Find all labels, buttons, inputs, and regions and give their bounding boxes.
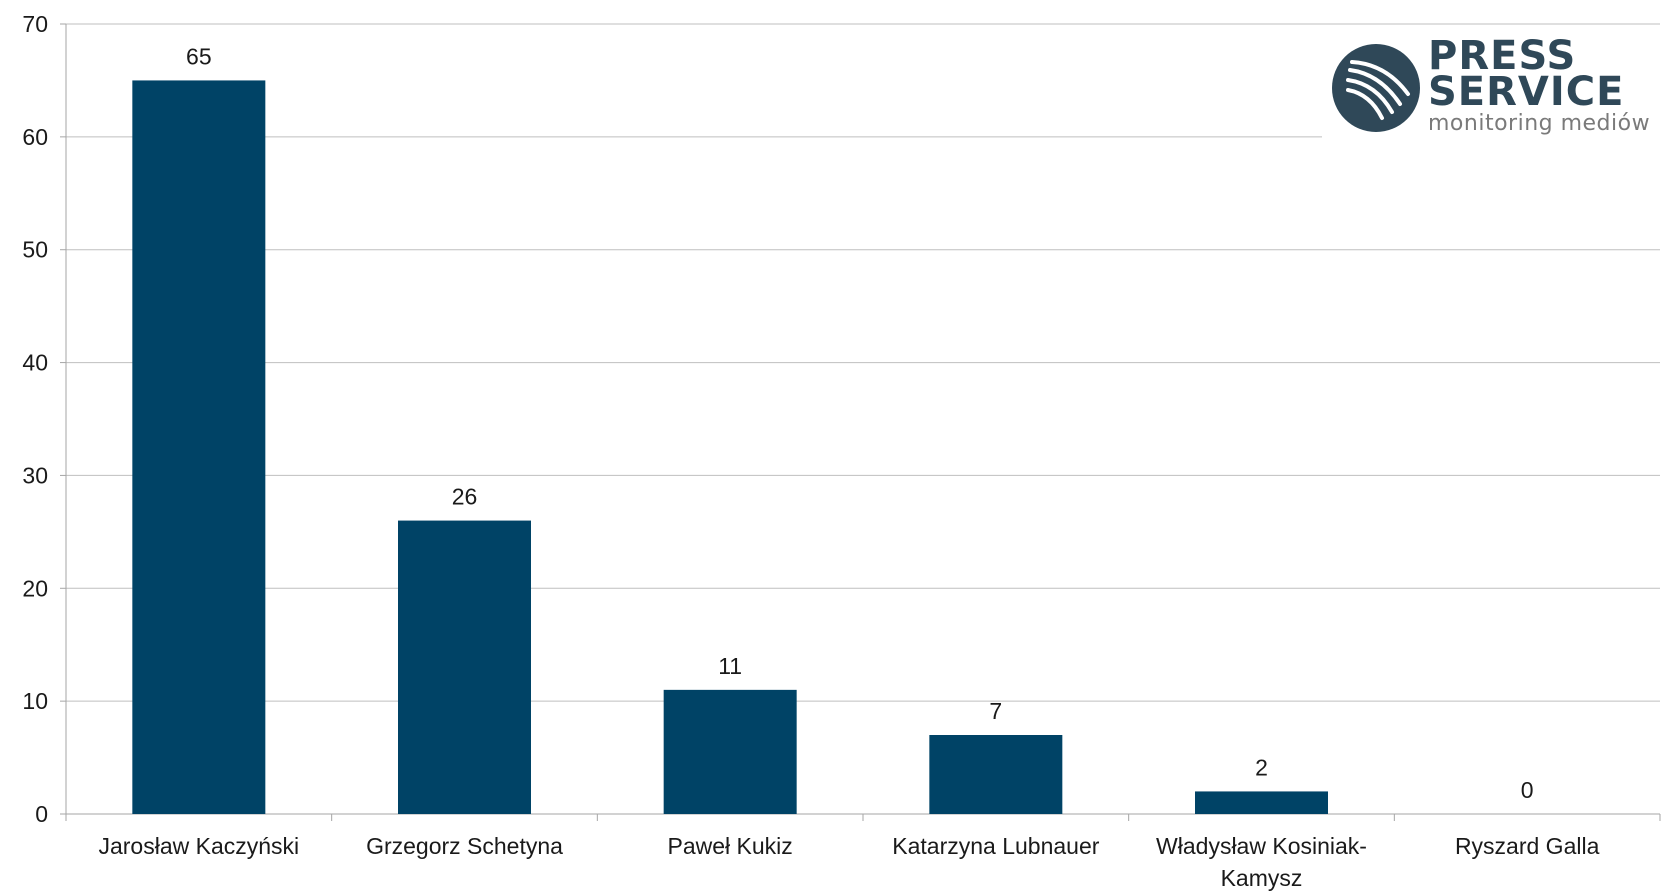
logo-press-text: PRESS xyxy=(1428,33,1577,79)
y-tick-label: 30 xyxy=(22,462,48,488)
y-tick-label: 50 xyxy=(22,237,48,263)
category-label: Kamysz xyxy=(1221,865,1303,891)
data-label: 2 xyxy=(1255,754,1268,780)
data-label: 65 xyxy=(186,43,212,69)
bar xyxy=(1195,791,1328,814)
logo-subtitle-text: monitoring mediów xyxy=(1428,111,1651,136)
y-tick-label: 0 xyxy=(35,801,48,827)
logo-wordmark: PRESS SERVICE monitoring mediów xyxy=(1428,33,1672,138)
category-label: Grzegorz Schetyna xyxy=(366,833,563,859)
y-tick-label: 70 xyxy=(22,11,48,37)
category-label: Ryszard Galla xyxy=(1455,833,1600,859)
bar xyxy=(132,80,266,814)
category-label: Katarzyna Lubnauer xyxy=(892,833,1099,859)
logo-service-text: SERVICE xyxy=(1428,69,1625,115)
y-tick-label: 60 xyxy=(22,124,48,150)
press-service-logo: PRESS SERVICE monitoring mediów xyxy=(1322,33,1672,140)
y-tick-label: 20 xyxy=(22,575,48,601)
y-tick-label: 10 xyxy=(22,688,48,714)
data-label: 26 xyxy=(452,484,478,510)
bar xyxy=(663,689,797,814)
category-label: Paweł Kukiz xyxy=(668,833,793,859)
data-label: 7 xyxy=(989,698,1002,724)
y-tick-label: 40 xyxy=(22,350,48,376)
bar xyxy=(929,735,1063,814)
data-label: 11 xyxy=(718,653,742,679)
bar xyxy=(398,520,531,814)
category-label: Jarosław Kaczyński xyxy=(98,833,299,859)
category-label: Władysław Kosiniak- xyxy=(1156,833,1367,859)
press-service-logo-icon xyxy=(1332,44,1420,132)
data-label: 0 xyxy=(1521,777,1534,803)
